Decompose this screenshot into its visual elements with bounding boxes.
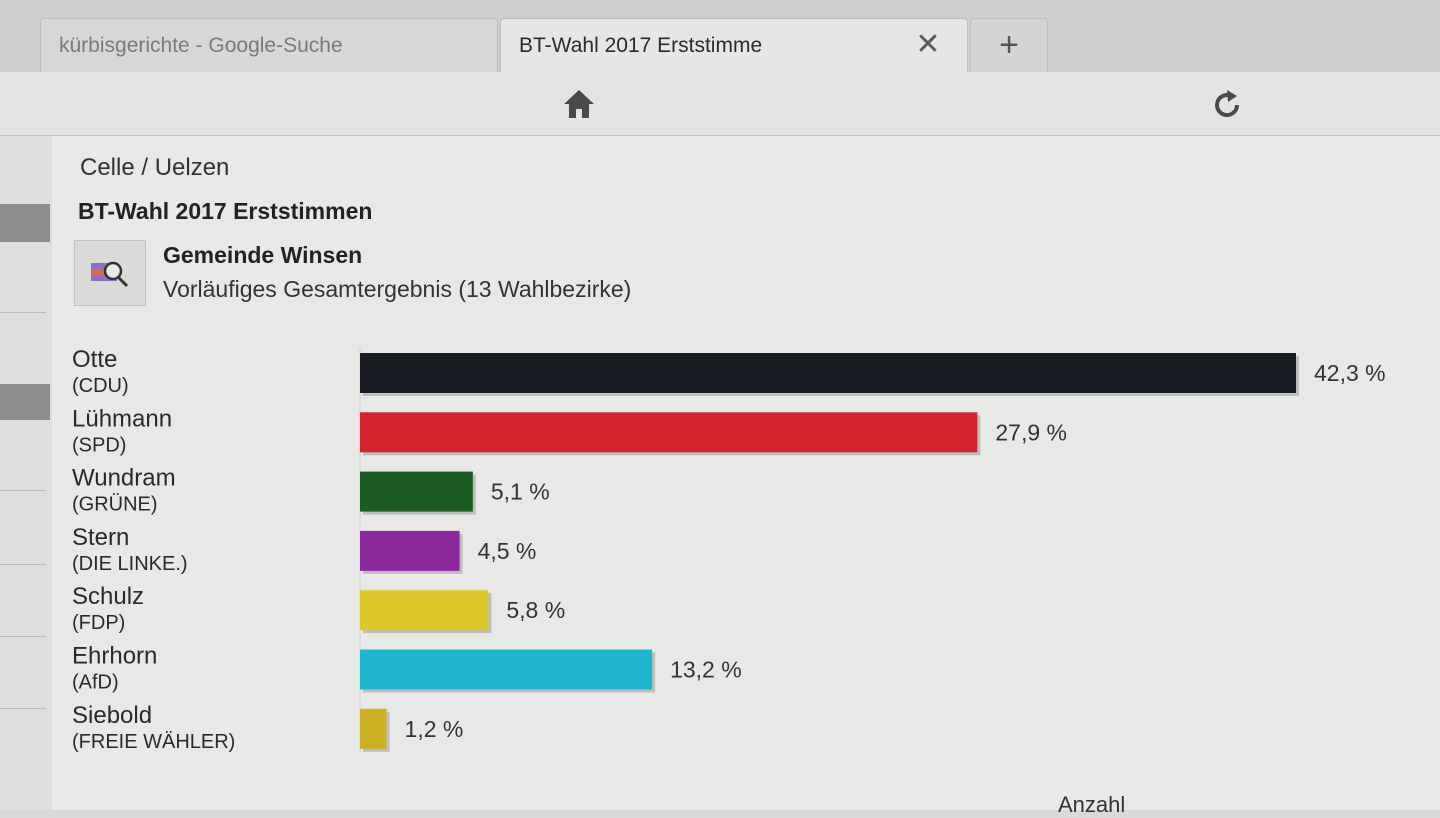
candidate-party: (FDP) bbox=[72, 612, 125, 634]
page-title: BT-Wahl 2017 Erststimmen bbox=[78, 198, 373, 224]
candidate-party: (FREIE WÄHLER) bbox=[72, 731, 235, 753]
candidate-name: Lühmann bbox=[72, 405, 172, 432]
footer-label: Anzahl bbox=[1058, 792, 1126, 817]
candidate-name: Siebold bbox=[72, 702, 152, 729]
candidate-name: Wundram bbox=[72, 465, 176, 492]
tab-google-search[interactable]: kürbisgerichte - Google-Suche bbox=[40, 18, 498, 72]
bar-stern bbox=[360, 530, 460, 571]
bar-value-label: 5,8 % bbox=[506, 597, 565, 623]
tab-label: BT-Wahl 2017 Erststimme bbox=[519, 33, 763, 57]
sidebar-divider bbox=[0, 564, 46, 565]
bar-value-label: 42,3 % bbox=[1314, 360, 1386, 386]
new-tab-button[interactable]: + bbox=[970, 18, 1048, 72]
browser-toolbar bbox=[0, 72, 1440, 136]
candidate-party: (CDU) bbox=[72, 375, 129, 397]
region-name: Gemeinde Winsen bbox=[163, 242, 363, 268]
sidebar-item-selected[interactable] bbox=[0, 204, 50, 242]
results-panel: Celle / Uelzen BT-Wahl 2017 Erststimmen … bbox=[52, 136, 1440, 817]
sidebar-divider bbox=[0, 490, 46, 491]
candidate-name: Ehrhorn bbox=[72, 643, 157, 670]
sidebar-divider bbox=[0, 312, 46, 313]
bar-lühmann bbox=[360, 412, 978, 453]
candidate-name: Schulz bbox=[72, 583, 144, 610]
region-map-icon[interactable] bbox=[74, 240, 146, 306]
tab-label: kürbisgerichte - Google-Suche bbox=[59, 33, 343, 57]
bar-value-label: 4,5 % bbox=[478, 538, 537, 564]
reload-icon[interactable] bbox=[1210, 88, 1244, 122]
bar-value-label: 27,9 % bbox=[995, 419, 1067, 445]
bar-schulz bbox=[360, 590, 489, 631]
sidebar-divider bbox=[0, 636, 46, 637]
bar-otte bbox=[360, 353, 1296, 393]
bar-ehrhorn bbox=[360, 649, 653, 690]
breadcrumb[interactable]: Celle / Uelzen bbox=[80, 154, 230, 181]
tab-bar: kürbisgerichte - Google-Suche BT-Wahl 20… bbox=[0, 0, 1440, 72]
bar-wundram bbox=[360, 471, 473, 512]
sidebar-item-highlighted[interactable] bbox=[0, 384, 50, 420]
candidate-party: (GRÜNE) bbox=[72, 494, 158, 516]
bar-siebold bbox=[360, 708, 387, 749]
candidate-name: Stern bbox=[72, 524, 129, 551]
candidate-party: (DIE LINKE.) bbox=[72, 553, 188, 575]
region-subtitle: Vorläufiges Gesamtergebnis (13 Wahlbezir… bbox=[163, 276, 632, 302]
candidate-party: (SPD) bbox=[72, 434, 126, 456]
home-icon[interactable] bbox=[562, 88, 596, 120]
close-icon[interactable]: ✕ bbox=[915, 27, 941, 61]
bar-value-label: 13,2 % bbox=[670, 657, 742, 683]
bar-value-label: 5,1 % bbox=[491, 479, 550, 505]
sidebar bbox=[0, 136, 53, 810]
tab-bt-wahl[interactable]: BT-Wahl 2017 Erststimme ✕ bbox=[500, 18, 968, 72]
candidate-name: Otte bbox=[72, 346, 117, 373]
bar-value-label: 1,2 % bbox=[405, 716, 464, 742]
candidate-party: (AfD) bbox=[72, 672, 119, 694]
sidebar-divider bbox=[0, 708, 46, 709]
results-bar-chart: Otte(CDU) 42,3 % Lühmann(SPD) 27,9 % Wundram… bbox=[72, 346, 1386, 755]
